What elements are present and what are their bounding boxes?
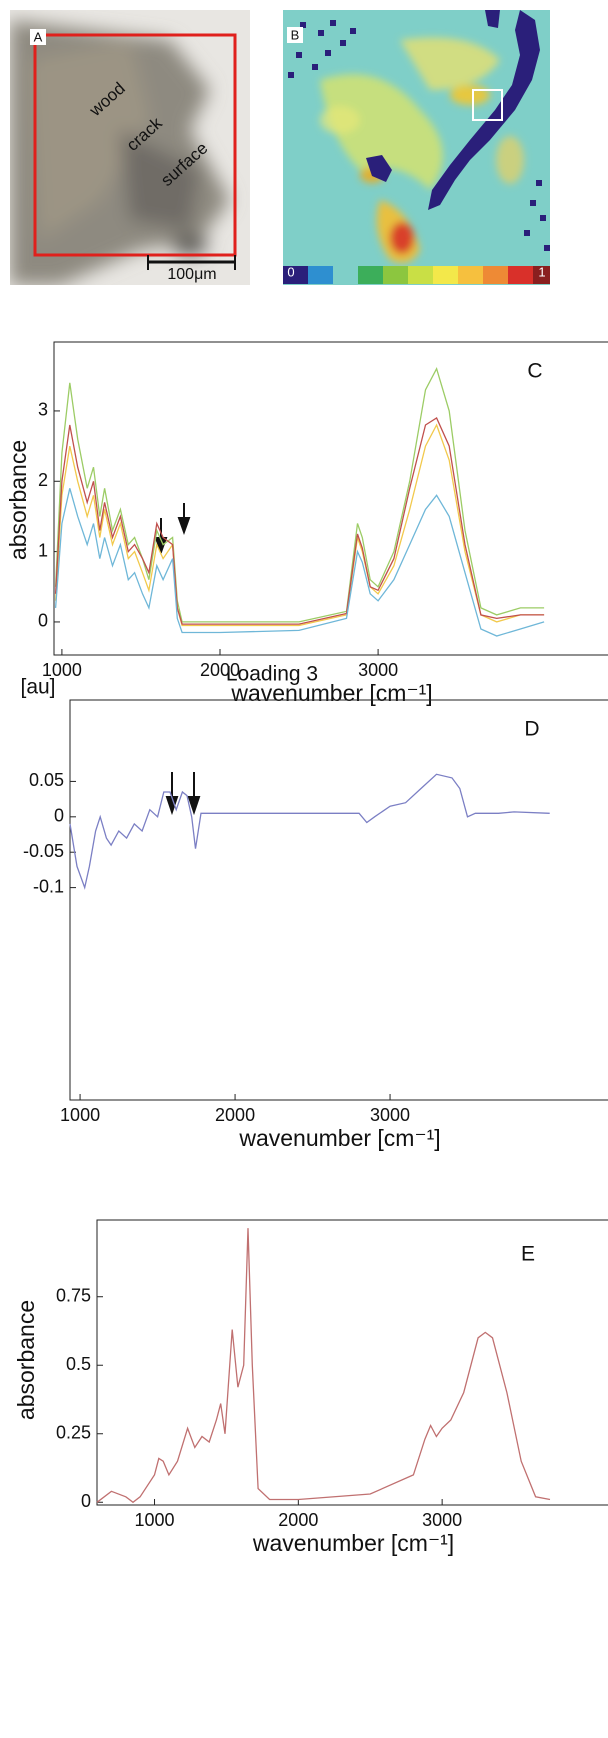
arrows: [154, 503, 201, 816]
y-tick-label: 2: [38, 470, 48, 490]
y-tick-label: 0.05: [29, 770, 64, 790]
y-axis-label: [au]: [20, 676, 55, 699]
label-box: [287, 27, 303, 43]
panel-label: B: [291, 27, 300, 42]
x-tick-label: 3000: [422, 1510, 462, 1530]
x-tick-label: 2000: [278, 1510, 318, 1530]
x-tick-label: 1000: [135, 1510, 175, 1530]
x-axis-label: wavenumber [cm⁻¹]: [238, 1125, 440, 1151]
x-tick-label: 2000: [200, 660, 240, 680]
x-tick-label: 1000: [42, 660, 82, 680]
data-line: [54, 488, 545, 637]
y-tick-label: 0.5: [66, 1354, 91, 1374]
chemical-map: [283, 10, 550, 285]
y-tick-label: -0.05: [23, 841, 64, 861]
axis-frame: [96, 1219, 608, 1506]
x-tick-label: 1000: [60, 1105, 100, 1125]
data-line: [69, 773, 550, 890]
panel-label: D: [524, 718, 539, 741]
data-line: [96, 1228, 551, 1504]
label-box: [30, 29, 46, 45]
x-tick-label: 3000: [370, 1105, 410, 1125]
y-tick-label: 0.75: [56, 1285, 91, 1305]
panel-label: E: [521, 1243, 535, 1266]
y-tick-label: 3: [38, 400, 48, 420]
x-axis-label: wavenumber [cm⁻¹]: [230, 680, 432, 706]
x-tick-label: 3000: [358, 660, 398, 680]
axis-frame: [53, 341, 608, 656]
micrograph: [10, 10, 250, 285]
y-axis-label: absorbance: [13, 1300, 39, 1420]
panel-label: A: [34, 29, 43, 44]
y-tick-label: 1: [38, 540, 48, 560]
y-tick-label: 0.25: [56, 1423, 91, 1443]
x-axis-label: wavenumber [cm⁻¹]: [252, 1530, 454, 1556]
scale-bar-label: 100μm: [167, 266, 216, 283]
y-axis-label: absorbance: [5, 440, 31, 560]
panel-label: C: [527, 360, 542, 383]
chart-title: Loading 3: [226, 663, 318, 686]
data-line: [54, 366, 545, 623]
colorbar: [283, 266, 550, 284]
y-tick-label: 0: [81, 1491, 91, 1511]
y-tick-label: -0.1: [33, 876, 64, 896]
data-line: [54, 417, 545, 625]
colorbar-tick-label: 1: [538, 264, 545, 279]
colorbar-tick-label: 0: [287, 264, 294, 279]
axis-frame: [69, 699, 608, 1101]
y-tick-label: 0: [38, 611, 48, 631]
x-tick-label: 2000: [215, 1105, 255, 1125]
y-tick-label: 0: [54, 806, 64, 826]
